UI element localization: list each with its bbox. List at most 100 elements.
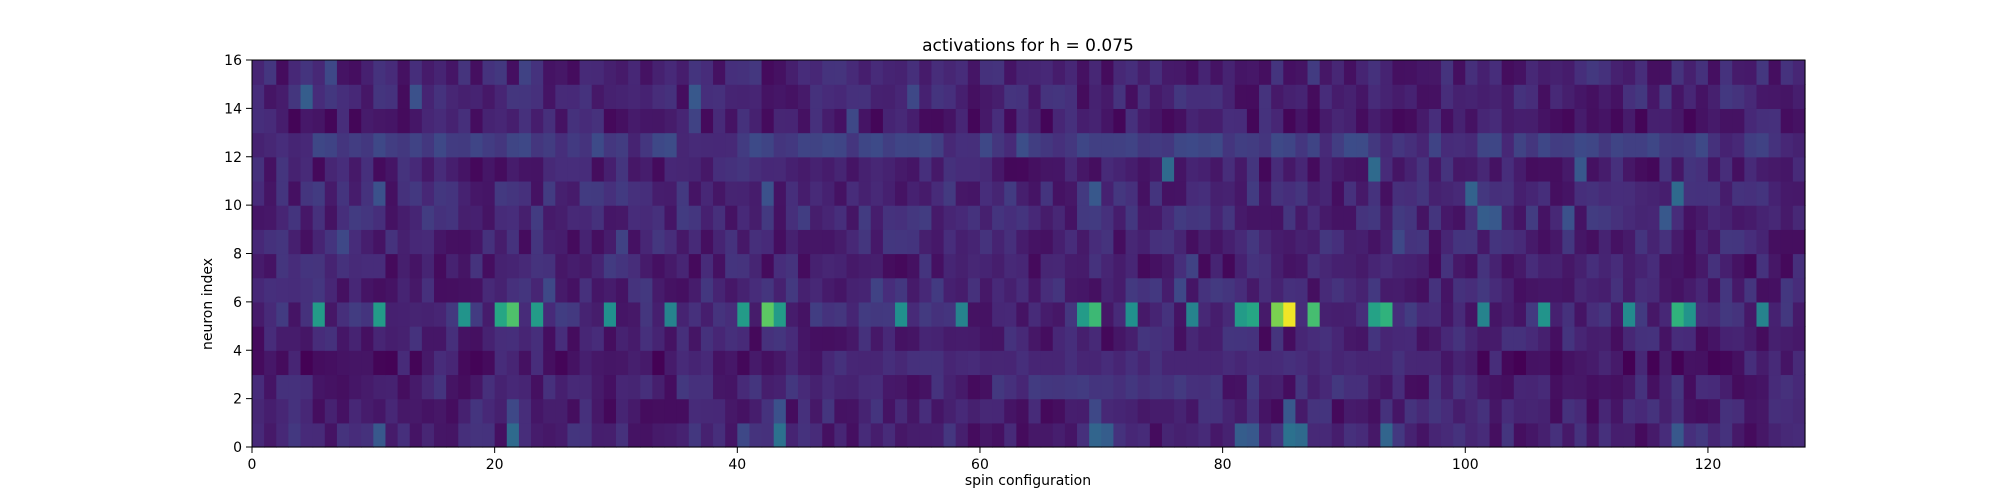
heatmap-cell <box>640 399 653 424</box>
heatmap-cell <box>1368 326 1381 351</box>
heatmap-cell <box>834 399 847 424</box>
heatmap-cell <box>1126 229 1139 254</box>
heatmap-cell <box>665 326 678 351</box>
heatmap-cell <box>1756 157 1769 182</box>
heatmap-cell <box>580 229 593 254</box>
heatmap-cell <box>567 302 580 327</box>
heatmap-cell <box>737 278 750 303</box>
heatmap-cell <box>1041 181 1054 206</box>
heatmap-cell <box>1283 302 1296 327</box>
heatmap-cell <box>385 302 398 327</box>
heatmap-cell <box>1392 108 1405 133</box>
heatmap-cell <box>907 423 920 448</box>
heatmap-cell <box>580 350 593 375</box>
heatmap-cell <box>907 399 920 424</box>
heatmap-cell <box>822 205 835 230</box>
heatmap-cell <box>1793 254 1806 279</box>
heatmap-cell <box>410 229 423 254</box>
heatmap-cell <box>1392 181 1405 206</box>
heatmap-cell <box>798 181 811 206</box>
heatmap-cell <box>1320 108 1333 133</box>
heatmap-cell <box>1271 133 1284 158</box>
heatmap-cell <box>1271 374 1284 399</box>
heatmap-cell <box>1295 399 1308 424</box>
heatmap-cell <box>871 181 884 206</box>
heatmap-cell <box>968 205 981 230</box>
heatmap-cell <box>1053 278 1066 303</box>
heatmap-cell <box>1769 157 1782 182</box>
heatmap-cell <box>1283 205 1296 230</box>
heatmap-cell <box>1587 181 1600 206</box>
heatmap-cell <box>1041 60 1054 85</box>
heatmap-cell <box>1647 205 1660 230</box>
heatmap-cell <box>1514 302 1527 327</box>
heatmap-cell <box>713 60 726 85</box>
heatmap-cell <box>1320 254 1333 279</box>
heatmap-cell <box>1392 229 1405 254</box>
heatmap-cell <box>313 399 326 424</box>
heatmap-cell <box>1526 374 1539 399</box>
heatmap-cell <box>1453 326 1466 351</box>
heatmap-cell <box>1186 399 1199 424</box>
heatmap-cell <box>592 84 605 109</box>
heatmap-cell <box>313 254 326 279</box>
heatmap-cell <box>1198 108 1211 133</box>
heatmap-cell <box>737 108 750 133</box>
heatmap-cell <box>1186 181 1199 206</box>
heatmap-cell <box>592 157 605 182</box>
heatmap-cell <box>968 157 981 182</box>
heatmap-cell <box>1344 399 1357 424</box>
heatmap-cell <box>1320 157 1333 182</box>
heatmap-cell <box>907 181 920 206</box>
heatmap-cell <box>519 181 532 206</box>
heatmap-cell <box>980 254 993 279</box>
heatmap-cell <box>422 108 435 133</box>
heatmap-cell <box>628 423 641 448</box>
heatmap-cell <box>1526 350 1539 375</box>
heatmap-cell <box>434 205 447 230</box>
heatmap-cell <box>1101 399 1114 424</box>
heatmap-cell <box>543 84 556 109</box>
heatmap-cell <box>349 374 362 399</box>
heatmap-cell <box>1004 205 1017 230</box>
heatmap-cell <box>1744 326 1757 351</box>
heatmap-cell <box>956 60 969 85</box>
heatmap-cell <box>665 302 678 327</box>
heatmap-cell <box>1283 399 1296 424</box>
heatmap-cell <box>859 350 872 375</box>
heatmap-cell <box>1538 302 1551 327</box>
heatmap-cell <box>677 108 690 133</box>
heatmap-cell <box>1016 374 1029 399</box>
heatmap-cell <box>410 399 423 424</box>
heatmap-cell <box>1332 423 1345 448</box>
heatmap-cell <box>1769 60 1782 85</box>
heatmap-cell <box>1113 302 1126 327</box>
heatmap-cell <box>1659 350 1672 375</box>
heatmap-cell <box>1659 205 1672 230</box>
heatmap-cell <box>749 423 762 448</box>
heatmap-cell <box>628 278 641 303</box>
y-tick-label: 14 <box>224 101 242 117</box>
heatmap-cell <box>1514 229 1527 254</box>
heatmap-cell <box>398 60 411 85</box>
heatmap-cell <box>1659 60 1672 85</box>
heatmap-cell <box>628 254 641 279</box>
heatmap-cell <box>762 374 775 399</box>
heatmap-cell <box>762 326 775 351</box>
heatmap-cell <box>1599 399 1612 424</box>
heatmap-cell <box>1138 60 1151 85</box>
heatmap-cell <box>665 374 678 399</box>
heatmap-cell <box>1041 157 1054 182</box>
heatmap-cell <box>810 278 823 303</box>
heatmap-cell <box>665 399 678 424</box>
heatmap-cell <box>640 60 653 85</box>
heatmap-cell <box>1320 229 1333 254</box>
heatmap-cell <box>1490 254 1503 279</box>
x-tick-label: 80 <box>1214 457 1232 473</box>
heatmap-cell <box>604 108 617 133</box>
heatmap-cell <box>1647 157 1660 182</box>
heatmap-cell <box>555 60 568 85</box>
heatmap-cell <box>264 133 277 158</box>
heatmap-cell <box>276 302 289 327</box>
heatmap-cell <box>859 399 872 424</box>
